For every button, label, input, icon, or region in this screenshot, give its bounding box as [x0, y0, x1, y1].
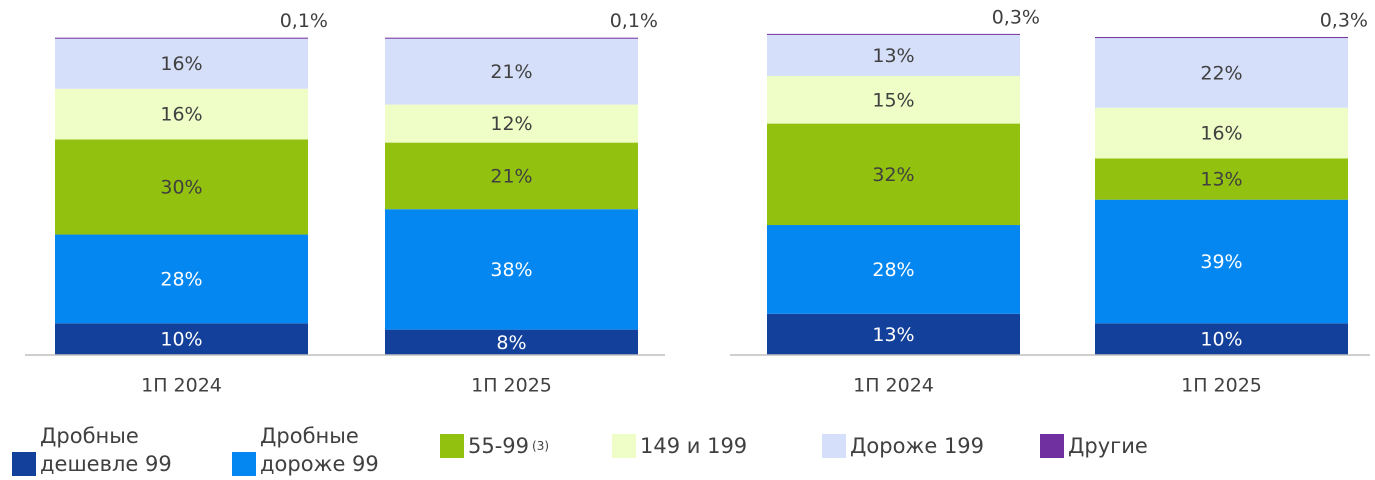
legend-item: Дробные дороже 99 — [232, 422, 402, 478]
bar-segment — [767, 225, 1020, 314]
chart: 10% 28% 30% 16% 16% 0,1% 1П 2024 8% 38% 21% 12% 21%… — [25, 6, 1370, 397]
data-label: 38% — [490, 259, 532, 281]
x-tick-label: 1П 2025 — [471, 375, 552, 397]
bar-segment — [1095, 38, 1348, 108]
bar-segment — [55, 37, 308, 39]
legend: Дробные дешевле 99 Дробные дороже 99 55-99… — [0, 422, 1375, 480]
data-label: 28% — [872, 259, 914, 281]
legend-label: Другие — [1068, 434, 1148, 458]
data-label: 13% — [872, 45, 914, 67]
data-label: 16% — [160, 53, 202, 75]
data-label: 15% — [872, 89, 914, 111]
bar-segment — [1095, 158, 1348, 200]
data-label: 0,3% — [992, 6, 1040, 28]
data-label: 10% — [160, 329, 202, 351]
legend-item: Дробные дешевле 99 — [12, 422, 182, 478]
data-label: 8% — [496, 332, 526, 354]
bar-segment — [1095, 323, 1348, 355]
legend-swatch — [822, 434, 846, 458]
data-label: 10% — [1200, 329, 1242, 351]
data-label: 28% — [160, 268, 202, 290]
bar-segment — [385, 329, 638, 355]
data-label: 12% — [490, 113, 532, 135]
data-label: 16% — [160, 104, 202, 126]
bar-segment — [385, 209, 638, 330]
bar-segment — [385, 142, 638, 210]
x-tick-label: 1П 2024 — [853, 375, 934, 397]
bar-segment — [1095, 199, 1348, 324]
data-label: 0,1% — [610, 10, 658, 32]
bar-segment — [55, 234, 308, 324]
data-label: 32% — [872, 164, 914, 186]
legend-swatch — [1040, 434, 1064, 458]
legend-label: Дробные дешевле 99 — [40, 424, 172, 476]
legend-item: Другие — [1040, 432, 1148, 460]
bar-segment — [55, 139, 308, 235]
legend-label: 149 и 199 — [640, 434, 748, 458]
legend-item: 55-99 (3) — [440, 432, 549, 460]
legend-item: Дороже 199 — [822, 432, 984, 460]
data-label: 30% — [160, 176, 202, 198]
legend-label: Дробные дороже 99 — [260, 424, 379, 476]
data-label: 0,1% — [280, 10, 328, 32]
bar-segment — [385, 38, 638, 105]
legend-label: 55-99 — [468, 434, 530, 458]
bar-segment — [55, 88, 308, 140]
bar-segment — [1095, 37, 1348, 39]
bar-segment — [767, 34, 1020, 77]
legend-note: (3) — [532, 439, 550, 453]
legend-swatch — [232, 452, 256, 476]
data-label: 13% — [872, 324, 914, 346]
bar-segment — [767, 33, 1020, 35]
data-label: 22% — [1200, 62, 1242, 84]
data-label: 0,3% — [1320, 10, 1368, 32]
bar-segment — [1095, 107, 1348, 159]
legend-item: 149 и 199 — [612, 432, 747, 460]
data-label: 13% — [1200, 169, 1242, 191]
bar-segment — [767, 76, 1020, 124]
legend-swatch — [612, 434, 636, 458]
data-label: 16% — [1200, 123, 1242, 145]
bar-segment — [55, 323, 308, 355]
bar-segment — [55, 38, 308, 89]
legend-label: Дороже 199 — [850, 434, 985, 458]
legend-swatch — [12, 452, 36, 476]
data-label: 21% — [490, 61, 532, 83]
legend-swatch — [440, 434, 464, 458]
x-tick-label: 1П 2024 — [141, 375, 222, 397]
x-tick-label: 1П 2025 — [1181, 375, 1262, 397]
bar-segment — [767, 123, 1020, 226]
data-label: 21% — [490, 165, 532, 187]
data-label: 39% — [1200, 251, 1242, 273]
bar-segment — [385, 104, 638, 143]
bar-segment — [385, 37, 638, 39]
bar-segment — [767, 313, 1020, 355]
